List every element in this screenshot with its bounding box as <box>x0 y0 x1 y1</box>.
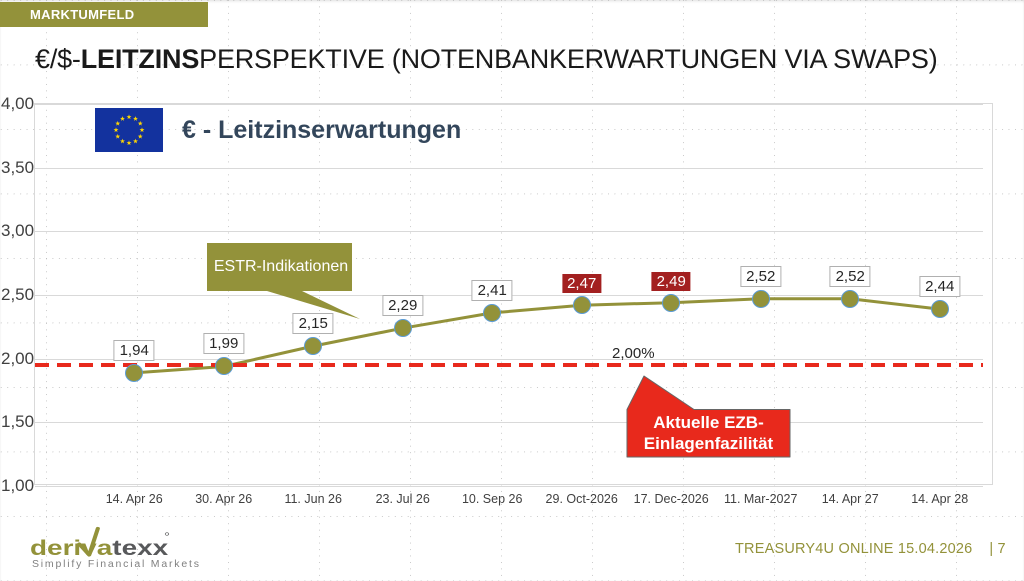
svg-text:deriva: deriva <box>30 537 113 560</box>
svg-text:texx: texx <box>112 537 168 560</box>
